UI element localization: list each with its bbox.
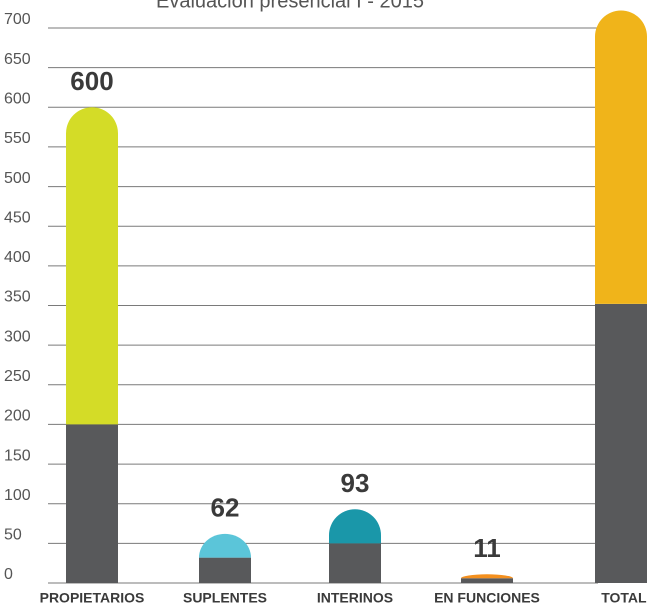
y-tick-label: 50 xyxy=(4,527,22,544)
bar-segment xyxy=(595,10,647,304)
y-tick-label: 250 xyxy=(4,368,31,385)
value-label: 93 xyxy=(341,468,370,498)
value-label: 600 xyxy=(70,66,113,96)
y-tick-label: 600 xyxy=(4,91,31,108)
bar-segment xyxy=(595,303,647,583)
y-tick-label: 650 xyxy=(4,51,31,68)
y-tick-label: 300 xyxy=(4,328,31,345)
bar-segment xyxy=(329,509,381,544)
x-tick-label: INTERINOS xyxy=(317,590,393,606)
x-tick-label: PROPIETARIOS xyxy=(40,590,145,606)
bar-segment xyxy=(461,578,513,583)
bar-segment xyxy=(461,574,513,579)
value-label: 62 xyxy=(211,493,240,523)
y-tick-label: 700 xyxy=(4,11,31,28)
x-tick-label: TOTAL xyxy=(601,590,647,606)
y-tick-label: 200 xyxy=(4,408,31,425)
bar-segment xyxy=(66,107,118,425)
bar-segment xyxy=(329,543,381,583)
bar-segment xyxy=(199,557,251,583)
y-tick-label: 350 xyxy=(4,289,31,306)
bar-segment xyxy=(66,424,118,583)
x-tick-label: SUPLENTES xyxy=(183,590,267,606)
y-tick-label: 100 xyxy=(4,487,31,504)
y-tick-label: 400 xyxy=(4,249,31,266)
x-tick-label: EN FUNCIONES xyxy=(434,590,540,606)
y-tick-label: 450 xyxy=(4,209,31,226)
y-tick-label: 150 xyxy=(4,447,31,464)
value-label: 11 xyxy=(473,533,501,563)
y-tick-label: 500 xyxy=(4,170,31,187)
chart-title: Evaluación presencial I - 2015 xyxy=(156,0,424,12)
y-tick-label: 550 xyxy=(4,130,31,147)
y-tick-label: 0 xyxy=(4,566,13,583)
bar-segment xyxy=(199,533,251,558)
